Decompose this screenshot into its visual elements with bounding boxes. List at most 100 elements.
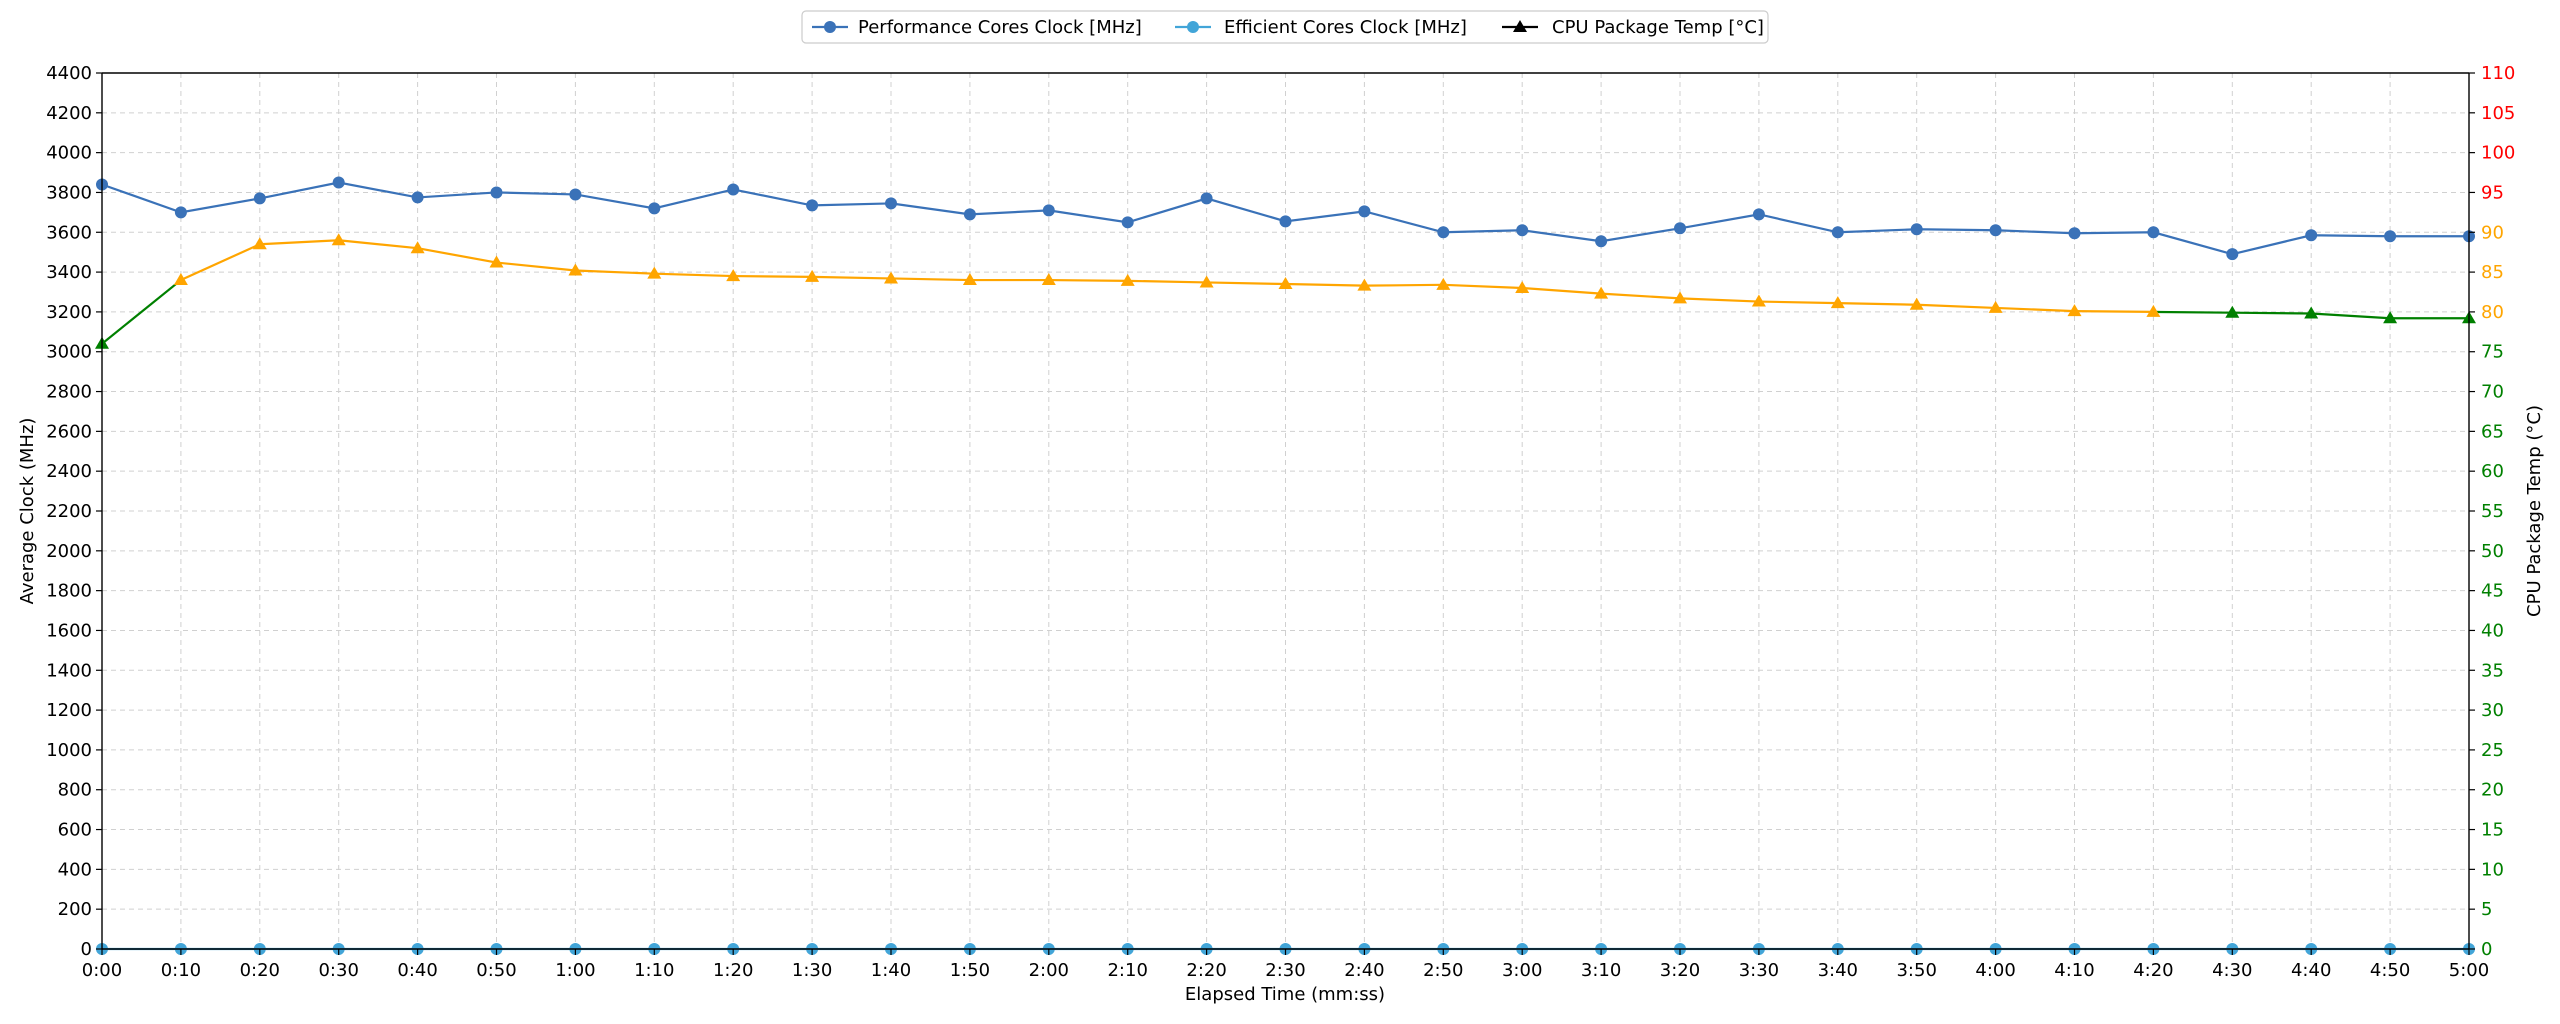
x-axis-title: Elapsed Time (mm:ss) [1185, 984, 1385, 1005]
x-tick-label: 2:00 [1029, 960, 1069, 981]
y2-tick-label: 90 [2481, 222, 2504, 243]
performance-cores-point [1910, 223, 1923, 236]
cpu-temp-line-segment [1048, 278, 1128, 282]
cpu-temp-line-segment [2153, 310, 2233, 314]
cpu-temp-line-segment [101, 279, 182, 345]
performance-cores-point [253, 192, 266, 205]
x-tick-label: 1:00 [555, 960, 595, 981]
legend: Performance Cores Clock [MHz] Efficient … [801, 10, 1769, 44]
performance-cores-point [1437, 226, 1450, 239]
performance-cores-point [2068, 227, 2081, 240]
y2-tick-label: 80 [2481, 302, 2504, 323]
cpu-temp-line-segment [1601, 292, 1681, 300]
performance-cores-point [963, 208, 976, 221]
y-tick-label: 1600 [46, 620, 92, 641]
y2-tick-label: 20 [2481, 780, 2504, 801]
x-tick-label: 4:50 [2370, 960, 2410, 981]
cpu-temp-point [2304, 306, 2319, 319]
x-tick-label: 1:30 [792, 960, 832, 981]
y-tick-label: 1200 [46, 700, 92, 721]
x-tick-label: 0:00 [82, 960, 122, 981]
performance-cores-point [727, 183, 740, 196]
cpu-temp-line-segment [1758, 300, 1838, 305]
cpu-temp-line-segment [654, 272, 734, 278]
cpu-temp-line-segment [2311, 312, 2391, 320]
y-tick-label: 1800 [46, 581, 92, 602]
legend-label-temp: CPU Package Temp [°C] [1552, 17, 1764, 38]
cpu-temp-point [1751, 294, 1766, 307]
cpu-temp-line-segment [417, 247, 497, 264]
y2-tick-label: 10 [2481, 859, 2504, 880]
x-tick-label: 1:20 [713, 960, 753, 981]
x-tick-label: 1:50 [950, 960, 990, 981]
cpu-temp-point [726, 269, 741, 282]
x-tick-label: 1:40 [871, 960, 911, 981]
y-tick-label: 3600 [46, 222, 92, 243]
y2-tick-label: 45 [2481, 581, 2504, 602]
y-tick-label: 4400 [46, 63, 92, 84]
y2-tick-label: 5 [2481, 899, 2492, 920]
cpu-temp-point [962, 273, 977, 286]
performance-cores-point [1516, 224, 1529, 237]
y-tick-label: 3000 [46, 342, 92, 363]
performance-cores-point [174, 206, 187, 219]
x-tick-label: 4:10 [2054, 960, 2094, 981]
y-axis-title: Average Clock (MHz) [17, 418, 38, 605]
cpu-temp-line-segment [180, 243, 261, 282]
cpu-temp-point [647, 266, 662, 279]
performance-cores-point [2147, 226, 2160, 239]
performance-cores-point [569, 188, 582, 201]
y2-tick-label: 65 [2481, 421, 2504, 442]
y-tick-label: 600 [58, 820, 92, 841]
y2-tick-label: 105 [2481, 103, 2515, 124]
y-tick-label: 4200 [46, 103, 92, 124]
legend-item-performance: Performance Cores Clock [MHz] [812, 17, 1142, 38]
performance-cores-point [332, 176, 345, 189]
cpu-temp-point [1673, 291, 1687, 304]
performance-cores-point [806, 199, 819, 212]
y-tick-label: 3800 [46, 182, 92, 203]
cpu-temp-point [568, 263, 583, 276]
cpu-temp-line-segment [2232, 311, 2312, 315]
cpu-temp-point [1357, 278, 1372, 291]
performance-cores-point [2226, 248, 2239, 261]
x-tick-label: 2:40 [1344, 960, 1384, 981]
cpu-temp-point [1830, 296, 1845, 309]
y-tick-label: 4000 [46, 143, 92, 164]
y-tick-label: 1400 [46, 660, 92, 681]
legend-label-efficient: Efficient Cores Clock [MHz] [1224, 17, 1467, 38]
tick-labels: 0:00 0:10 0:20 0:30 0:40 0:50 1:00 1:10 1:20 1:30… [46, 63, 2515, 981]
cpu-temp-point [1120, 273, 1135, 286]
performance-cores-point [1674, 222, 1686, 235]
y2-tick-label: 25 [2481, 740, 2504, 761]
cpu-temp-point [1909, 297, 1924, 310]
cpu-temp-line-segment [259, 239, 339, 246]
cpu-temp-point [331, 233, 346, 246]
series-layer [95, 176, 2476, 955]
cpu-temp-point [2146, 304, 2161, 317]
x-tick-label: 2:30 [1265, 960, 1305, 981]
cpu-temp-point [173, 273, 188, 286]
cpu-temp-line-segment [1206, 281, 1286, 286]
performance-cores-point [1989, 224, 2002, 237]
y2-tick-label: 70 [2481, 382, 2504, 403]
x-tick-label: 3:20 [1660, 960, 1700, 981]
cpu-temp-point [410, 241, 425, 254]
cpu-temp-line-segment [338, 239, 418, 250]
y2-tick-label: 110 [2481, 63, 2515, 84]
y2-tick-label: 30 [2481, 700, 2504, 721]
cpu-temp-line-segment [1364, 283, 1444, 287]
performance-cores-point [1358, 205, 1371, 218]
y2-tick-label: 60 [2481, 461, 2504, 482]
cpu-temp-line-segment [575, 269, 655, 275]
y2-tick-label: 35 [2481, 660, 2504, 681]
x-tick-label: 3:10 [1581, 960, 1621, 981]
y2-tick-label: 50 [2481, 541, 2504, 562]
y-tick-label: 2600 [46, 421, 92, 442]
y2-axis-title: CPU Package Temp (°C) [2524, 405, 2545, 617]
x-tick-label: 4:30 [2212, 960, 2252, 981]
y-tick-label: 2400 [46, 461, 92, 482]
cpu-temp-line-segment [733, 274, 813, 278]
cpu-temp-point [884, 271, 898, 284]
